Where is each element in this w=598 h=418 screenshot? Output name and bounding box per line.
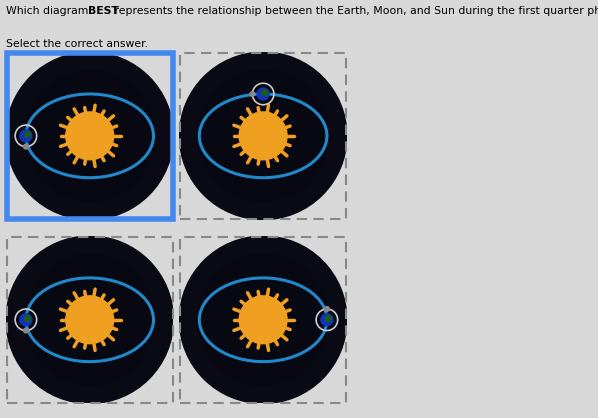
- Circle shape: [179, 52, 347, 219]
- Circle shape: [66, 296, 114, 344]
- Circle shape: [25, 132, 30, 138]
- Circle shape: [198, 255, 328, 385]
- Circle shape: [66, 112, 114, 160]
- Circle shape: [6, 236, 173, 403]
- Circle shape: [257, 88, 269, 100]
- Circle shape: [25, 71, 155, 201]
- Circle shape: [198, 71, 328, 201]
- Circle shape: [250, 92, 255, 97]
- Circle shape: [239, 296, 287, 344]
- Circle shape: [20, 314, 32, 326]
- Circle shape: [23, 328, 28, 333]
- Circle shape: [23, 144, 28, 149]
- Text: BEST: BEST: [88, 6, 118, 16]
- Text: Which diagram: Which diagram: [6, 6, 92, 16]
- Circle shape: [239, 112, 287, 160]
- Circle shape: [321, 314, 333, 326]
- Circle shape: [325, 307, 329, 311]
- Circle shape: [25, 255, 155, 385]
- Circle shape: [179, 236, 347, 403]
- Circle shape: [6, 52, 173, 219]
- Text: Select the correct answer.: Select the correct answer.: [6, 39, 148, 49]
- Circle shape: [25, 316, 30, 321]
- Circle shape: [20, 130, 32, 142]
- Text: represents the relationship between the Earth, Moon, and Sun during the first qu: represents the relationship between the …: [111, 6, 598, 16]
- Circle shape: [262, 90, 268, 96]
- Circle shape: [325, 316, 331, 321]
